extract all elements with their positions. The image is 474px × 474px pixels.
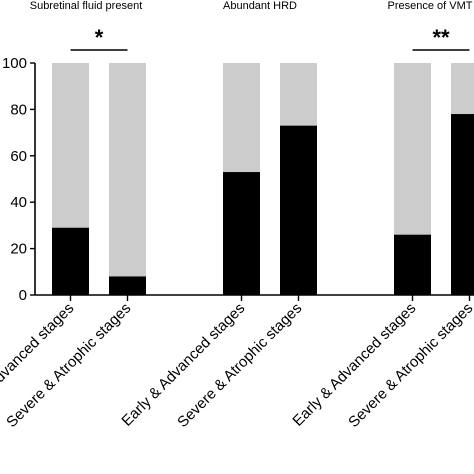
bar-remainder bbox=[223, 63, 260, 173]
bar-value bbox=[280, 125, 317, 295]
bar-remainder bbox=[280, 63, 317, 126]
y-tick-label: 80 bbox=[10, 101, 27, 118]
panel-title: Presence of VMT bbox=[388, 0, 473, 12]
bar-remainder bbox=[109, 63, 146, 277]
panel-title: Abundant HRD bbox=[223, 0, 297, 12]
y-tick-label: 0 bbox=[19, 287, 27, 304]
bar-value bbox=[223, 172, 260, 295]
bar-remainder bbox=[394, 63, 431, 235]
bar-remainder bbox=[451, 63, 474, 115]
panel-title: Subretinal fluid present bbox=[30, 0, 143, 12]
y-tick-label: 20 bbox=[10, 241, 27, 258]
bar-value bbox=[451, 114, 474, 295]
y-tick-label: 40 bbox=[10, 194, 27, 211]
y-tick-label: 100 bbox=[2, 55, 27, 72]
bar-remainder bbox=[52, 63, 89, 228]
bar-value bbox=[52, 227, 89, 295]
bar-value bbox=[394, 234, 431, 295]
bar-value bbox=[109, 276, 146, 295]
significance-marker: ** bbox=[432, 25, 450, 50]
y-tick-label: 60 bbox=[10, 148, 27, 165]
significance-marker: * bbox=[95, 25, 104, 50]
